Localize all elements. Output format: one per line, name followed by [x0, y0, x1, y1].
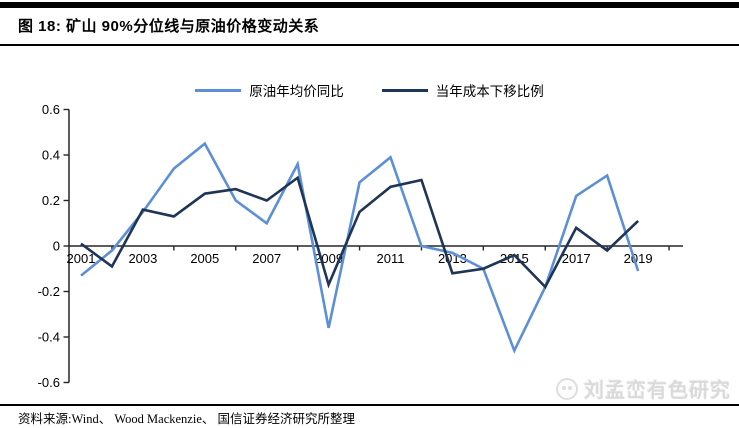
series-当年成本下移比例	[80, 175, 639, 290]
legend-label-cost-shift: 当年成本下移比例	[435, 84, 544, 99]
legend-item-cost-shift: 当年成本下移比例	[381, 80, 544, 100]
svg-text:2011: 2011	[377, 251, 405, 266]
figure-title: 图 18: 矿山 90%分位线与原油价格变动关系	[18, 18, 320, 35]
svg-text:0.4: 0.4	[42, 148, 60, 163]
svg-text:0: 0	[53, 239, 60, 254]
panda-logo-icon	[556, 377, 578, 400]
title-divider-rule	[0, 44, 739, 46]
svg-text:2005: 2005	[190, 251, 219, 266]
source-attribution: 资料来源:Wind、 Wood Mackenzie、 国信证券经济研究所整理	[18, 412, 355, 426]
legend-label-oil-price: 原油年均价同比	[249, 84, 344, 99]
cost-series-line-swatch	[381, 88, 428, 92]
oil-series-line-swatch	[195, 88, 242, 92]
svg-text:2019: 2019	[624, 251, 653, 266]
svg-text:2017: 2017	[562, 251, 591, 266]
legend-item-oil-price: 原油年均价同比	[195, 80, 344, 100]
svg-text:0.6: 0.6	[42, 102, 60, 117]
watermark: 刘孟峦有色研究	[556, 374, 731, 403]
svg-text:-0.4: -0.4	[38, 330, 60, 345]
watermark-text: 刘孟峦有色研究	[584, 380, 731, 402]
chart-legend: 原油年均价同比 当年成本下移比例	[0, 80, 739, 100]
svg-text:-0.6: -0.6	[38, 375, 60, 390]
svg-text:2007: 2007	[252, 251, 281, 266]
svg-text:2001: 2001	[67, 251, 96, 266]
svg-text:2003: 2003	[128, 251, 157, 266]
top-border-rule	[0, 2, 739, 8]
svg-text:0.2: 0.2	[42, 193, 60, 208]
bottom-border-rule	[0, 404, 739, 406]
svg-text:-0.2: -0.2	[38, 284, 60, 299]
